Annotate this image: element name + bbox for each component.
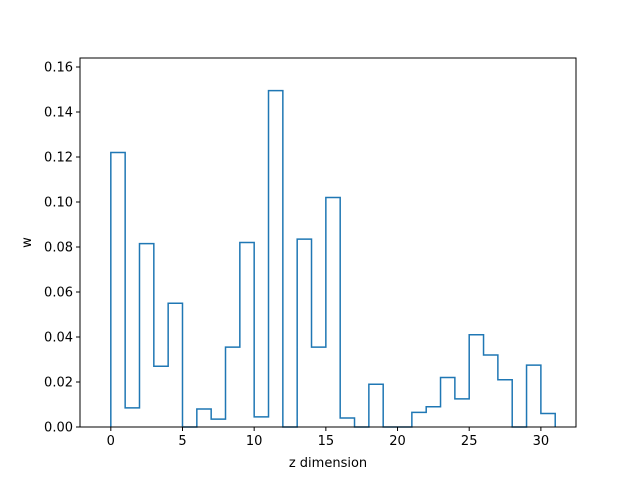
- plot-area: [110, 89, 556, 428]
- x-tick-label: 30: [533, 434, 550, 449]
- axis-ticks: 0 5 10 15 20 25 30 0.00 0.02 0.04 0.06 0.08 0.10 0.12…: [44, 61, 549, 450]
- x-tick-label: 10: [246, 434, 263, 449]
- y-tick-label: 0.02: [44, 376, 73, 391]
- y-tick-label: 0.08: [44, 241, 73, 256]
- y-tick-label: 0.12: [44, 151, 73, 166]
- x-tick-label: 5: [178, 434, 186, 449]
- y-tick-label: 0.14: [44, 106, 73, 121]
- axes-frame: [79, 57, 577, 428]
- x-tick-label: 20: [389, 434, 406, 449]
- y-tick-label: 0.04: [44, 331, 73, 346]
- x-axis-label: z dimension: [289, 456, 367, 471]
- x-tick-label: 15: [318, 434, 335, 449]
- histogram-step-line: [110, 89, 556, 428]
- x-tick-label: 0: [107, 434, 115, 449]
- y-tick-label: 0.16: [44, 61, 73, 76]
- y-axis-label: w: [20, 237, 35, 248]
- y-tick-label: 0.06: [44, 286, 73, 301]
- y-tick-label: 0.10: [44, 196, 73, 211]
- y-tick-label: 0.00: [44, 421, 73, 436]
- x-tick-label: 25: [461, 434, 478, 449]
